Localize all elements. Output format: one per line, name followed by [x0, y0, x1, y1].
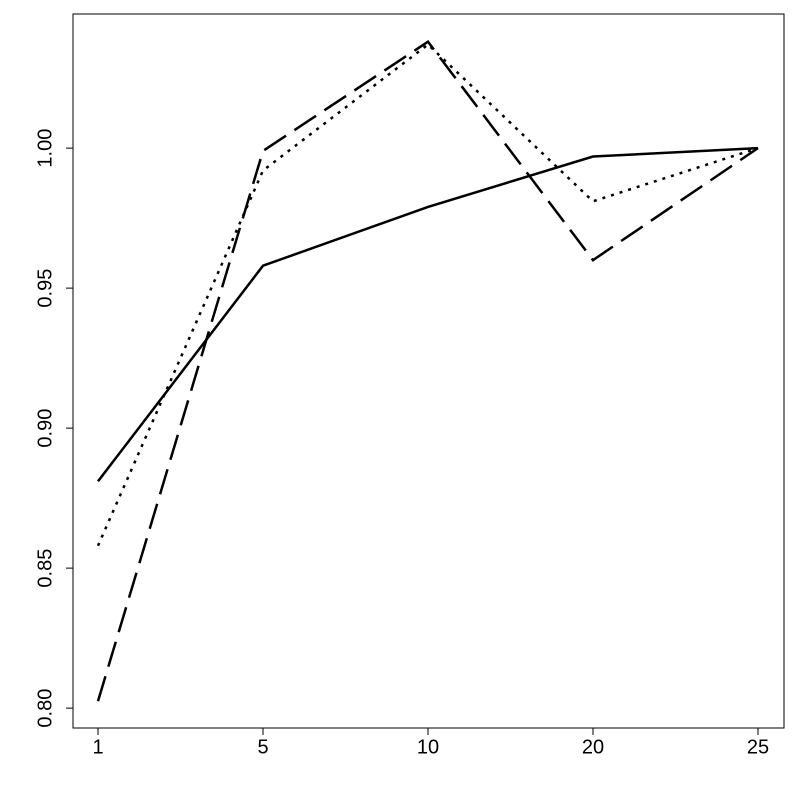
- line-series: [96, 40, 759, 702]
- x-tick-label: 1: [92, 736, 103, 758]
- line-series: [96, 42, 759, 547]
- plot-frame: [72, 13, 785, 729]
- y-tick-label: 0.90: [34, 409, 56, 448]
- x-tick-label: 10: [417, 736, 439, 758]
- x-tick-label: 25: [747, 736, 769, 758]
- y-tick-label: 1.00: [34, 129, 56, 168]
- x-tick-label: 5: [257, 736, 268, 758]
- line-series: [97, 146, 759, 483]
- y-tick-label: 0.80: [34, 689, 56, 728]
- y-tick-label: 0.95: [34, 269, 56, 308]
- y-tick-label: 0.85: [34, 549, 56, 588]
- x-tick-label: 20: [582, 736, 604, 758]
